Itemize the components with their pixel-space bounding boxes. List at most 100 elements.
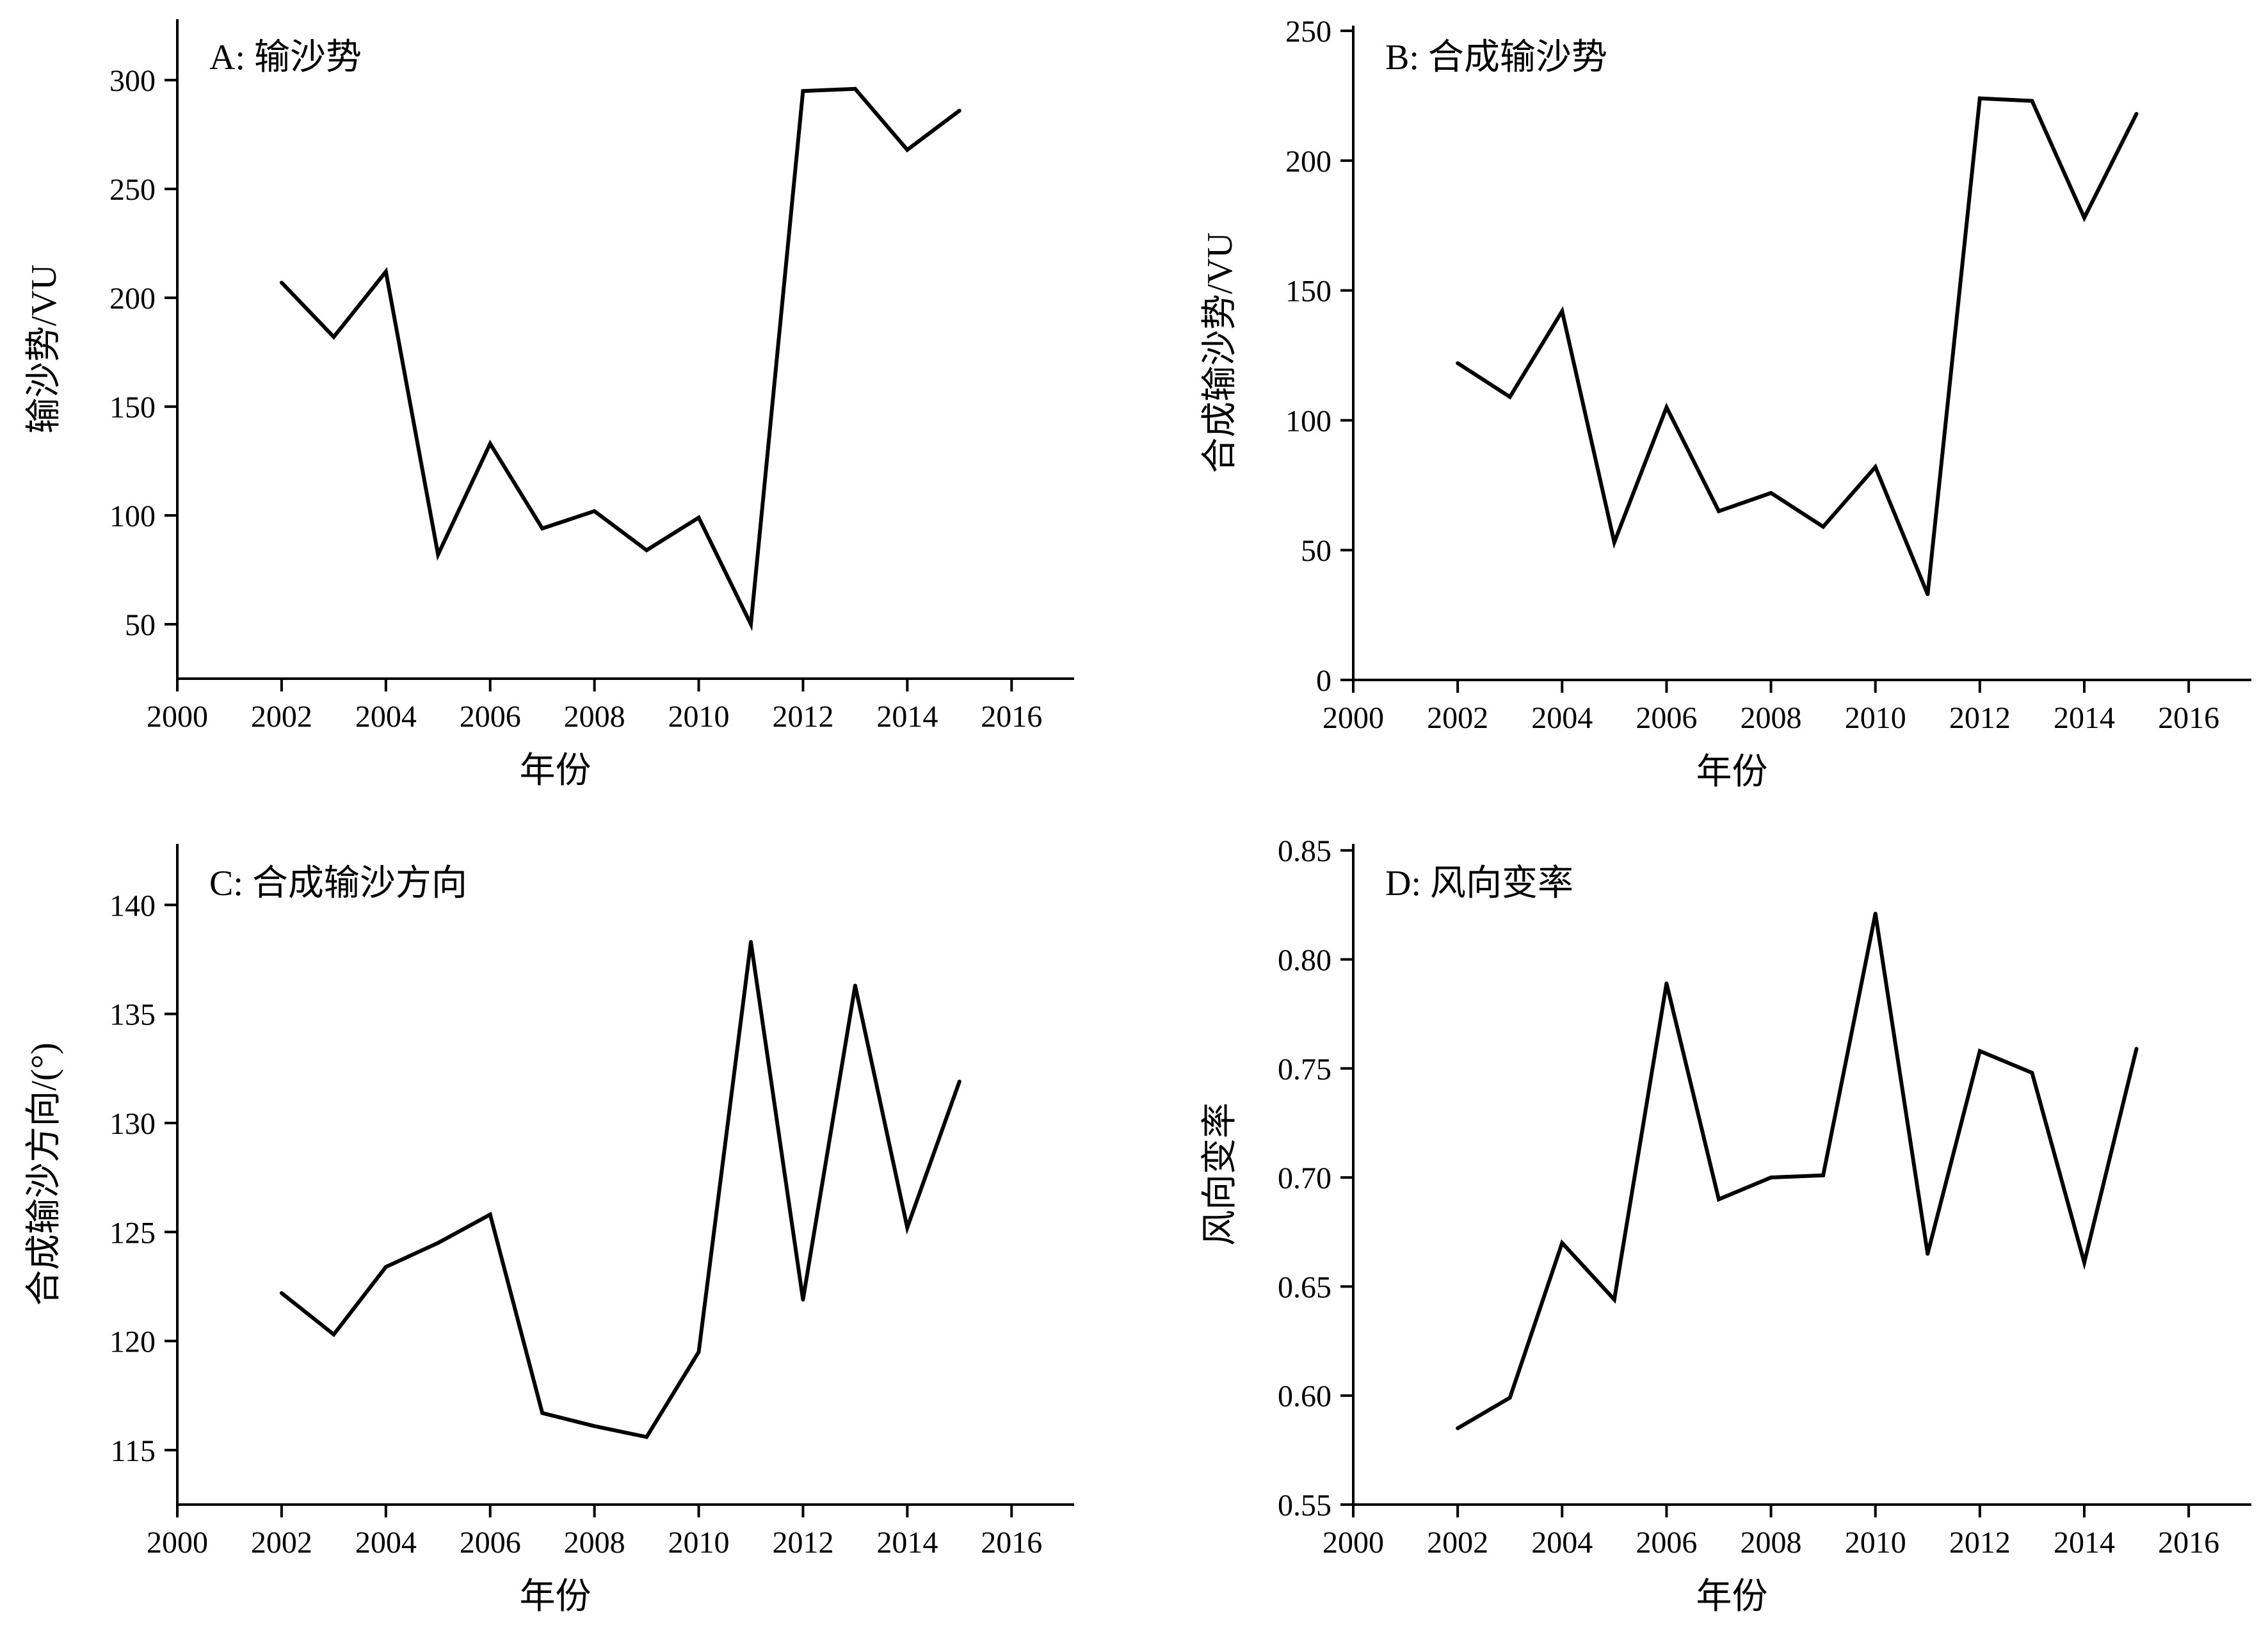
x-tick-label: 2010 <box>668 700 730 734</box>
data-point <box>1821 524 1826 529</box>
data-point <box>905 1225 910 1230</box>
data-point <box>1664 981 1669 985</box>
x-tick-label: 2014 <box>876 700 938 734</box>
data-point <box>1508 1396 1512 1400</box>
data-point <box>540 1410 545 1415</box>
x-tick-label: 2016 <box>981 1526 1042 1560</box>
x-tick-label: 2012 <box>1949 1526 2011 1560</box>
data-point <box>801 1297 805 1302</box>
x-tick-label: 2004 <box>1531 701 1593 735</box>
x-tick-label: 2000 <box>1323 701 1384 735</box>
data-point <box>2030 1070 2034 1075</box>
y-tick-label: 150 <box>1285 275 1331 309</box>
data-point <box>488 441 492 446</box>
x-tick-label: 2006 <box>1636 1526 1697 1560</box>
y-tick-label: 135 <box>109 998 156 1032</box>
data-point <box>2082 216 2086 220</box>
x-tick-label: 2014 <box>876 1526 938 1560</box>
x-tick-label: 2008 <box>1741 701 1802 735</box>
y-axis-label: 合成输沙方向/(°) <box>24 1042 64 1305</box>
y-tick-label: 120 <box>109 1325 156 1359</box>
data-point <box>1926 1252 1930 1256</box>
data-point <box>1456 361 1460 366</box>
data-point <box>488 1213 492 1217</box>
data-point <box>332 1332 336 1337</box>
x-tick-label: 2010 <box>1845 701 1906 735</box>
data-point <box>1769 491 1773 495</box>
data-point <box>853 86 857 91</box>
data-point <box>1873 465 1878 469</box>
data-point <box>957 1079 961 1084</box>
x-tick-label: 2002 <box>251 700 312 734</box>
series-line <box>280 86 961 631</box>
y-tick-label: 300 <box>109 64 156 98</box>
data-point <box>2030 99 2034 103</box>
x-tick-label: 2000 <box>1323 1526 1384 1560</box>
y-tick-label: 100 <box>109 499 156 533</box>
y-tick-label: 140 <box>109 889 156 923</box>
x-tick-label: 2006 <box>1636 701 1697 735</box>
y-tick-label: 200 <box>1285 145 1331 179</box>
x-tick-label: 2008 <box>564 1526 625 1560</box>
x-tick-label: 2004 <box>1531 1526 1593 1560</box>
y-tick-label: 50 <box>125 608 156 642</box>
y-tick-label: 125 <box>109 1216 156 1250</box>
y-tick-label: 200 <box>109 282 156 316</box>
data-point <box>279 1291 284 1295</box>
x-tick-label: 2004 <box>355 700 417 734</box>
data-point <box>2134 111 2139 116</box>
data-point <box>1977 96 1982 101</box>
data-point <box>853 983 857 988</box>
data-point <box>436 1241 440 1245</box>
x-tick-label: 2010 <box>1845 1526 1906 1560</box>
chart-panel-a: 50 100 150 200 250 300 2000 2002 2004 2006 2008 201… <box>24 19 1074 791</box>
data-point <box>1977 1049 1982 1053</box>
y-tick-label: 115 <box>111 1434 156 1468</box>
series-line <box>280 941 961 1439</box>
x-tick-label: 2016 <box>981 700 1042 734</box>
data-point <box>332 335 336 339</box>
data-point <box>2134 1047 2139 1051</box>
x-tick-label: 2006 <box>460 700 521 734</box>
data-point <box>748 940 753 944</box>
x-tick-label: 2000 <box>147 700 208 734</box>
y-tick-label: 0.75 <box>1278 1053 1331 1087</box>
x-tick-label: 2002 <box>1427 701 1488 735</box>
data-point <box>279 280 284 285</box>
x-tick-label: 2014 <box>2054 1526 2115 1560</box>
y-axis-label: 风向变率 <box>1200 1103 1240 1246</box>
data-point <box>1821 1173 1826 1177</box>
chart-panel-c: 115 120 125 130 135 140 2000 2002 2004 2006 2008 20… <box>24 844 1074 1617</box>
y-tick-label: 250 <box>1285 15 1331 49</box>
data-point <box>1769 1176 1773 1180</box>
y-tick-label: 0.60 <box>1278 1380 1331 1414</box>
data-point <box>1456 1426 1460 1430</box>
y-tick-label: 0.70 <box>1278 1161 1331 1195</box>
data-point <box>1664 405 1669 410</box>
x-tick-label: 2012 <box>1949 701 2011 735</box>
data-point <box>1926 592 1930 597</box>
data-point <box>645 548 649 553</box>
y-tick-label: 0.80 <box>1278 944 1331 978</box>
data-point <box>1508 394 1512 399</box>
panel-title: D: 风向变率 <box>1385 864 1573 903</box>
x-tick-label: 2002 <box>251 1526 312 1560</box>
x-tick-label: 2006 <box>460 1526 521 1560</box>
data-point <box>1612 1297 1616 1302</box>
data-point <box>696 1350 701 1354</box>
x-axis-label: 年份 <box>520 1577 591 1617</box>
y-tick-label: 100 <box>1285 404 1331 438</box>
y-tick-label: 150 <box>109 391 156 424</box>
x-axis-label: 年份 <box>520 751 591 791</box>
y-tick-label: 130 <box>109 1107 156 1141</box>
x-tick-label: 2008 <box>564 700 625 734</box>
series-line <box>1456 96 2139 595</box>
x-tick-label: 2016 <box>2158 1526 2219 1560</box>
data-point <box>540 526 545 531</box>
chart-panel-b: 0 50 100 150 200 250 2000 2002 2004 2006 2008 2010 2… <box>1200 15 2251 792</box>
x-axis-label: 年份 <box>1696 1577 1768 1617</box>
x-tick-label: 2012 <box>772 700 833 734</box>
data-point <box>645 1435 649 1439</box>
